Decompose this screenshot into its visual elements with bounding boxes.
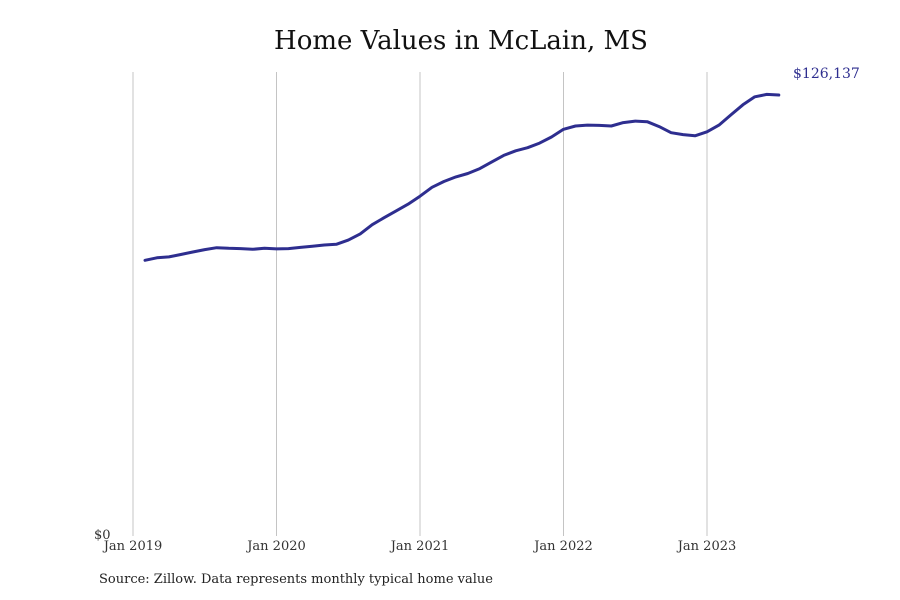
x-axis-tick-labels: Jan 2019 Jan 2020 Jan 2021 Jan 2022 Jan 2023 [102, 539, 737, 554]
series-line [143, 92, 781, 262]
y-axis-tick-label: $0 [94, 528, 111, 543]
x-axis-tick-label: Jan 2021 [389, 539, 450, 554]
x-axis-tick-label: Jan 2022 [532, 539, 593, 554]
x-axis-tick-label: Jan 2020 [245, 539, 306, 554]
chart-title: Home Values in McLain, MS [274, 26, 648, 56]
source-note: Source: Zillow. Data represents monthly … [99, 572, 493, 587]
x-axis-tick-label: Jan 2023 [676, 539, 737, 554]
end-value-label: $126,137 [793, 66, 860, 82]
x-axis-tick-label: Jan 2019 [102, 539, 163, 554]
gridlines [132, 72, 708, 536]
